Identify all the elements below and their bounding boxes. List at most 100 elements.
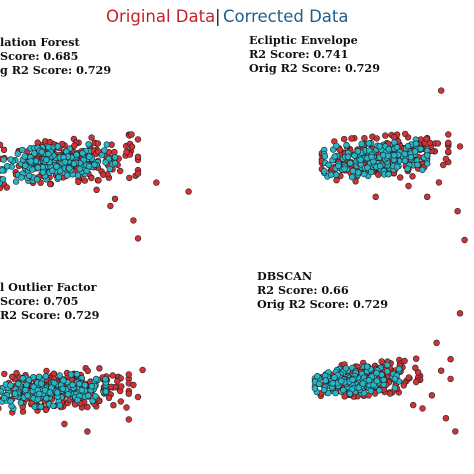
panel-title-line: DBSCAN bbox=[257, 269, 312, 283]
original-data-point bbox=[126, 174, 133, 182]
panel-r2-score: Score: 0.685 bbox=[0, 49, 78, 63]
original-data-point bbox=[93, 186, 100, 194]
original-data-point bbox=[447, 375, 454, 383]
corrected-data-point bbox=[54, 143, 61, 150]
corrected-data-point bbox=[424, 152, 431, 159]
original-data-point bbox=[361, 135, 368, 142]
original-data-point bbox=[134, 136, 142, 143]
original-data-point bbox=[153, 179, 160, 186]
corrected-data-point bbox=[340, 386, 347, 394]
corrected-data-point bbox=[363, 363, 371, 370]
original-data-point bbox=[382, 132, 389, 139]
original-data-point bbox=[43, 367, 50, 375]
corrected-data-point bbox=[325, 161, 332, 169]
corrected-data-point bbox=[314, 373, 321, 380]
corrected-data-point bbox=[391, 139, 398, 146]
original-data-point bbox=[81, 177, 89, 184]
corrected-data-point bbox=[412, 140, 420, 147]
corrected-data-point bbox=[51, 379, 58, 387]
original-data-point bbox=[461, 236, 468, 244]
panel-dbscan: DBSCAN R2 Score: 0.66 Orig R2 Score: 0.7… bbox=[257, 269, 464, 435]
corrected-data-point bbox=[56, 372, 63, 379]
corrected-data-point bbox=[101, 147, 108, 154]
corrected-data-point bbox=[341, 165, 348, 173]
corrected-data-point bbox=[39, 169, 47, 176]
corrected-data-point bbox=[45, 143, 52, 151]
corrected-data-point bbox=[391, 152, 398, 159]
corrected-data-point bbox=[11, 390, 19, 397]
corrected-data-point bbox=[335, 162, 342, 170]
panel-points bbox=[318, 87, 468, 244]
legend-header: Original Data | Corrected Data bbox=[106, 7, 349, 26]
panel-local-outlier-factor: l Outlier Factor Score: 0.705 R2 Score: … bbox=[0, 280, 146, 435]
corrected-data-point bbox=[53, 163, 60, 170]
corrected-data-point bbox=[332, 389, 339, 397]
original-data-point bbox=[42, 406, 50, 414]
original-data-point bbox=[445, 139, 452, 147]
corrected-data-point bbox=[46, 389, 53, 396]
corrected-data-point bbox=[102, 159, 109, 166]
corrected-data-point bbox=[347, 160, 354, 167]
corrected-data-point bbox=[346, 390, 354, 397]
corrected-data-point bbox=[331, 153, 338, 160]
corrected-data-point bbox=[61, 158, 69, 166]
corrected-data-point bbox=[43, 156, 50, 164]
corrected-data-point bbox=[31, 150, 38, 157]
corrected-data-point bbox=[351, 152, 358, 159]
original-data-point bbox=[402, 130, 409, 138]
panel-r2-score: R2 Score: 0.66 bbox=[257, 283, 349, 297]
panel-orig-r2-score: g R2 Score: 0.729 bbox=[0, 63, 111, 77]
corrected-data-point bbox=[76, 165, 84, 173]
original-data-point bbox=[125, 390, 133, 397]
corrected-data-point bbox=[37, 403, 44, 410]
original-data-point bbox=[185, 188, 192, 195]
corrected-data-point bbox=[414, 161, 421, 169]
corrected-data-point bbox=[404, 143, 412, 150]
corrected-data-point bbox=[22, 162, 29, 169]
original-data-point bbox=[96, 365, 103, 372]
corrected-data-point bbox=[19, 375, 26, 382]
panel-ecliptic-envelope: Ecliptic Envelope R2 Score: 0.741 Orig R… bbox=[249, 33, 468, 244]
original-data-point bbox=[3, 184, 11, 191]
corrected-data-point bbox=[24, 392, 31, 399]
corrected-data-point bbox=[365, 140, 372, 147]
corrected-data-point bbox=[393, 144, 401, 151]
corrected-data-point bbox=[376, 143, 383, 150]
corrected-data-point bbox=[106, 165, 114, 173]
original-data-point bbox=[1, 370, 8, 378]
original-data-point bbox=[114, 377, 121, 385]
corrected-data-point bbox=[35, 373, 43, 380]
original-data-point bbox=[116, 167, 124, 175]
corrected-data-point bbox=[401, 157, 409, 164]
corrected-data-point bbox=[3, 163, 11, 170]
corrected-data-point bbox=[91, 161, 98, 168]
original-data-point bbox=[125, 371, 133, 378]
original-data-point bbox=[372, 193, 379, 201]
legend-original-label: Original Data bbox=[106, 7, 215, 26]
corrected-data-point bbox=[385, 152, 392, 160]
panel-r2-score: Score: 0.705 bbox=[0, 294, 78, 308]
corrected-data-point bbox=[404, 165, 411, 172]
original-data-point bbox=[130, 381, 137, 389]
corrected-data-point bbox=[27, 158, 34, 165]
corrected-data-point bbox=[55, 174, 62, 181]
corrected-data-point bbox=[333, 142, 340, 150]
original-data-point bbox=[128, 143, 136, 150]
original-data-point bbox=[447, 356, 454, 363]
corrected-data-point bbox=[361, 170, 368, 178]
original-data-point bbox=[0, 184, 4, 192]
corrected-data-point bbox=[43, 395, 50, 402]
original-data-point bbox=[333, 177, 340, 184]
corrected-data-point bbox=[331, 374, 338, 381]
panel-orig-r2-score: Orig R2 Score: 0.729 bbox=[257, 297, 388, 311]
original-data-point bbox=[8, 373, 16, 380]
original-data-point bbox=[336, 146, 343, 154]
original-data-point bbox=[423, 135, 430, 143]
corrected-data-point bbox=[85, 141, 92, 148]
original-data-point bbox=[75, 178, 82, 186]
original-data-point bbox=[410, 401, 417, 409]
original-data-point bbox=[435, 179, 443, 186]
corrected-data-point bbox=[64, 172, 71, 179]
corrected-data-point bbox=[102, 375, 109, 383]
corrected-data-point bbox=[18, 174, 25, 181]
